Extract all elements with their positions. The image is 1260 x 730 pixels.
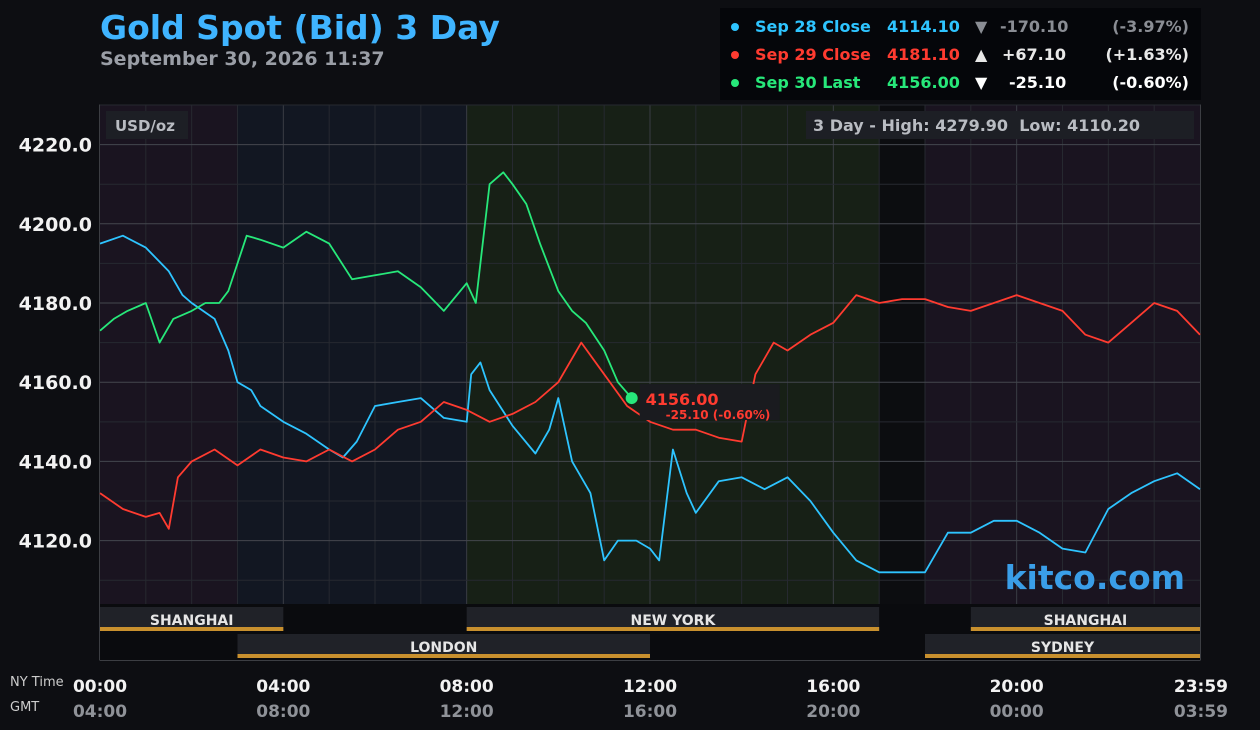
- gmt-label: GMT: [10, 700, 40, 715]
- y-axis: 4120.0 4140.0 4160.0 4180.0 4200.0 4220.0: [19, 135, 92, 553]
- legend-price: 4114.10: [887, 17, 960, 36]
- x-tick-label-gmt: 08:00: [256, 702, 310, 722]
- x-tick-label-ny: 12:00: [623, 677, 677, 697]
- x-tick-label-gmt: 12:00: [440, 702, 494, 722]
- page-title: Gold Spot (Bid) 3 Day: [100, 8, 500, 47]
- session-bar: [466, 627, 880, 631]
- legend: Sep 28 Close 4114.10 ▼ -170.10 (-3.97%) …: [720, 8, 1201, 100]
- current-price-marker: 4156.00 -25.10 (-0.60%): [625, 384, 780, 422]
- y-tick-label: 4160.0: [19, 372, 92, 394]
- series-line-sep-30-last: [99, 171, 633, 399]
- marker-change: -25.10 (-0.60%): [666, 408, 771, 422]
- session-label-shanghai: SHANGHAI: [1044, 613, 1128, 629]
- unit-label-bg: [106, 111, 188, 139]
- session-bars: SHANGHAI NEW YORK SHANGHAI LONDON SYDNEY: [100, 604, 1200, 660]
- unit-label: USD/oz: [115, 117, 175, 135]
- legend-arrow-icon: ▼: [975, 73, 988, 92]
- session-bar: [970, 627, 1200, 631]
- series-line-sep-29-close: [99, 294, 1201, 530]
- session-label-sydney: SYDNEY: [1031, 640, 1095, 656]
- legend-label: Sep 28 Close: [755, 17, 871, 36]
- x-tick-label-ny: 00:00: [73, 677, 127, 697]
- legend-change: -170.10: [1000, 17, 1069, 36]
- session-bar: [100, 627, 284, 631]
- legend-label: Sep 30 Last: [755, 73, 861, 92]
- x-tick-label-ny: 20:00: [990, 677, 1044, 697]
- legend-dot-icon: [731, 79, 739, 87]
- session-shade: [237, 105, 467, 604]
- legend-price: 4156.00: [887, 73, 960, 92]
- legend-row-sep29: Sep 29 Close 4181.10 ▲ +67.10 (+1.63%): [720, 42, 1201, 68]
- series-line-sep-28-close: [99, 234, 1201, 574]
- watermark: kitco.com: [1005, 558, 1185, 597]
- y-tick-label: 4140.0: [19, 451, 92, 473]
- x-tick-label-ny: 16:00: [806, 677, 860, 697]
- high-low-bg: [806, 111, 1194, 139]
- legend-change: +67.10: [1002, 45, 1067, 64]
- x-tick-label-gmt: 03:59: [1174, 702, 1228, 722]
- y-tick-label: 4120.0: [19, 531, 92, 553]
- legend-price: 4181.10: [887, 45, 960, 64]
- session-bar: [925, 654, 1200, 658]
- x-tick-label-gmt: 20:00: [806, 702, 860, 722]
- legend-arrow-icon: ▼: [975, 17, 988, 36]
- legend-pct: (-0.60%): [1112, 73, 1189, 92]
- x-tick-label-ny: 08:00: [440, 677, 494, 697]
- legend-label: Sep 29 Close: [755, 45, 871, 64]
- legend-dot-icon: [731, 23, 739, 31]
- x-tick-label-ny: 04:00: [256, 677, 310, 697]
- session-label-new-york: NEW YORK: [631, 613, 717, 629]
- session-shade: [100, 105, 238, 604]
- x-axis: 00:00 04:00 04:00 08:00 08:00 12:00 12:00 16:00…: [73, 677, 1228, 722]
- y-tick-label: 4180.0: [19, 293, 92, 315]
- legend-row-sep28: Sep 28 Close 4114.10 ▼ -170.10 (-3.97%): [720, 14, 1201, 40]
- x-tick-label-gmt: 00:00: [990, 702, 1044, 722]
- legend-arrow-icon: ▲: [975, 45, 988, 64]
- session-shade: [466, 105, 880, 604]
- legend-pct: (-3.97%): [1112, 17, 1189, 36]
- legend-dot-icon: [731, 51, 739, 59]
- high-low-text: 3 Day - High: 4279.90 Low: 4110.20: [813, 116, 1140, 135]
- session-bar: [237, 654, 650, 658]
- marker-dot: [625, 392, 638, 405]
- x-tick-label-gmt: 16:00: [623, 702, 677, 722]
- x-tick-label-ny: 23:59: [1174, 677, 1228, 697]
- marker-price: 4156.00: [646, 390, 719, 409]
- x-tick-label-gmt: 04:00: [73, 702, 127, 722]
- session-label-london: LONDON: [410, 640, 477, 656]
- marker-label-bg: [639, 384, 780, 421]
- y-tick-label: 4200.0: [19, 214, 92, 236]
- legend-pct: (+1.63%): [1105, 45, 1189, 64]
- page-subtitle: September 30, 2026 11:37: [100, 48, 385, 70]
- y-tick-label: 4220.0: [19, 135, 92, 157]
- session-shade: [879, 105, 925, 604]
- price-lines: [99, 171, 1201, 574]
- legend-row-sep30: Sep 30 Last 4156.00 ▼ -25.10 (-0.60%): [720, 70, 1201, 96]
- session-label-shanghai: SHANGHAI: [150, 613, 234, 629]
- ny-time-label: NY Time: [10, 675, 64, 690]
- legend-change: -25.10: [1009, 73, 1067, 92]
